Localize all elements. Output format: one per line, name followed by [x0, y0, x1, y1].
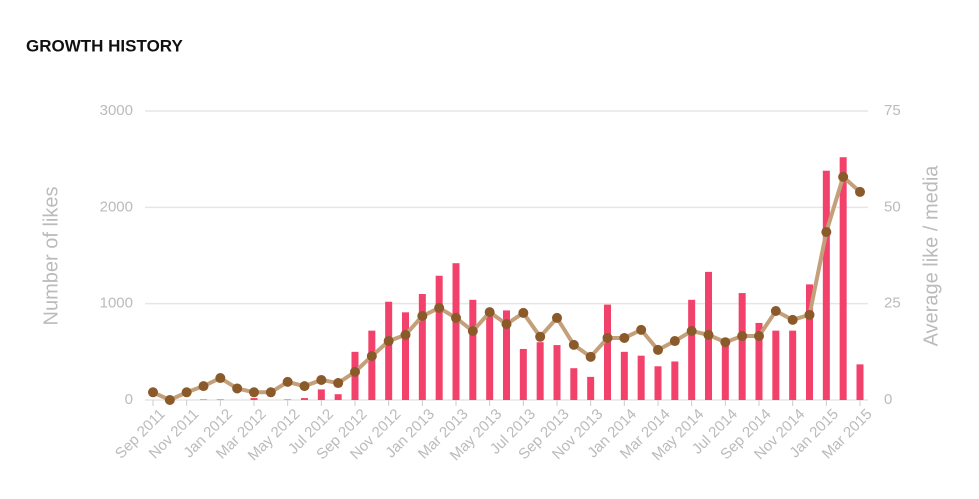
bar: [469, 299, 477, 400]
y-axis-label: Number of likes: [40, 187, 62, 326]
line-point: [501, 319, 512, 330]
line-point: [383, 336, 394, 347]
y-tick-label: 1000: [100, 295, 133, 312]
bar: [334, 394, 342, 400]
bar: [301, 398, 308, 400]
line-point: [434, 302, 445, 313]
line-point: [282, 376, 293, 387]
bar: [553, 345, 561, 400]
bar: [250, 398, 258, 400]
line-point: [703, 329, 714, 340]
bar: [570, 368, 578, 400]
bar: [789, 330, 797, 400]
line-point: [451, 312, 461, 323]
line-point: [417, 310, 428, 321]
line-point: [855, 186, 865, 197]
line-point: [249, 387, 259, 398]
bar: [620, 351, 628, 400]
bar: [755, 322, 763, 400]
bar: [503, 310, 510, 400]
line-point: [484, 307, 495, 318]
line-point: [602, 332, 613, 343]
line-point: [467, 326, 478, 337]
bar: [772, 330, 780, 400]
line-point: [754, 331, 764, 342]
line-point: [198, 381, 209, 392]
chart-title: GROWTH HISTORY: [26, 36, 183, 55]
bar: [604, 304, 611, 400]
line-point: [333, 378, 344, 389]
line-point: [299, 381, 310, 392]
line-point: [568, 339, 579, 350]
line-point: [366, 351, 377, 362]
bar: [486, 316, 494, 400]
y2-axis-label: Average like / media: [920, 165, 942, 347]
line-point: [181, 387, 192, 398]
line-point: [350, 366, 360, 377]
bar: [839, 157, 847, 400]
bar: [721, 340, 729, 400]
line-point: [787, 314, 798, 325]
y-tick-label: 0: [125, 391, 133, 408]
bar: [856, 364, 864, 400]
line-point: [400, 329, 411, 340]
line-point: [686, 326, 697, 337]
bar: [402, 312, 409, 400]
y2-tick-label: 75: [884, 102, 901, 119]
line-point: [720, 337, 731, 348]
bar: [806, 284, 813, 400]
line-point: [838, 171, 849, 182]
bar: [671, 361, 679, 400]
bar: [654, 366, 662, 400]
bar: [587, 376, 595, 400]
line-point: [232, 383, 243, 394]
y-tick-label: 2000: [100, 198, 133, 215]
line-point: [148, 387, 158, 398]
bar: [637, 355, 645, 400]
bar: [536, 342, 544, 400]
line-point: [737, 331, 748, 342]
bar: [435, 275, 443, 400]
y2-tick-label: 0: [884, 391, 892, 408]
line-point: [619, 332, 630, 343]
bar: [452, 263, 460, 400]
bar: [368, 330, 376, 400]
line-point: [669, 336, 680, 347]
line-point: [518, 307, 529, 318]
bar: [738, 293, 746, 400]
y-tick-label: 3000: [100, 102, 133, 119]
line-point: [770, 305, 781, 316]
line-point: [804, 309, 815, 320]
y2-tick-label: 50: [884, 198, 901, 215]
bar: [688, 299, 696, 400]
line-point: [316, 374, 327, 385]
line-point: [552, 312, 562, 323]
y2-tick-label: 25: [884, 295, 901, 312]
line-point: [636, 324, 647, 335]
bar: [519, 348, 527, 400]
line-point: [653, 344, 663, 355]
line-point: [265, 387, 276, 398]
line-point: [821, 226, 832, 237]
bar: [418, 294, 426, 400]
bar: [317, 389, 325, 400]
line-point: [585, 351, 596, 362]
line-point: [215, 373, 226, 384]
bar: [385, 301, 393, 400]
line-point: [164, 395, 175, 405]
bar: [822, 170, 830, 400]
line-point: [535, 331, 546, 342]
